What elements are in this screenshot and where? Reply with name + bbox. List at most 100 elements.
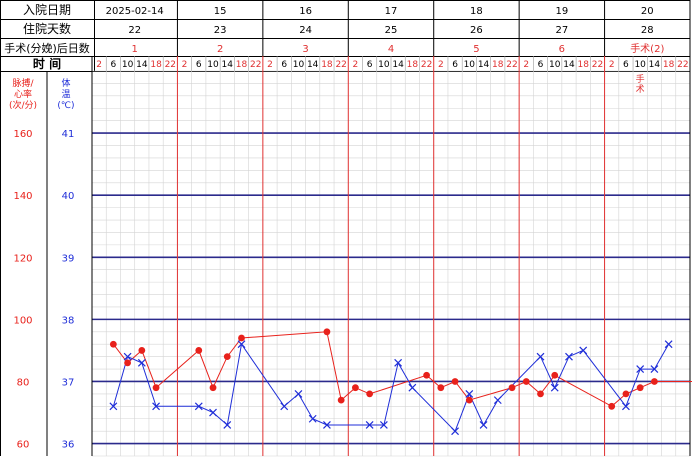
time-slot-label: 10 — [122, 60, 134, 70]
pulse-point — [551, 371, 559, 379]
time-slot-label: 6 — [452, 60, 458, 70]
pulse-point — [195, 347, 203, 354]
temp-tick-label: 39 — [62, 253, 75, 264]
temperature-point — [109, 402, 118, 411]
time-slot-label: 10 — [464, 60, 476, 70]
temperature-point — [209, 408, 217, 417]
temperature-point — [323, 421, 331, 429]
pulse-point — [465, 396, 473, 404]
time-slot-label: 14 — [563, 60, 575, 70]
time-slot-label: 14 — [222, 60, 234, 70]
pulse-tick-label: 60 — [17, 440, 30, 451]
pulse-point — [366, 390, 374, 398]
row-label-hospital-days: 住院天数 — [23, 21, 71, 36]
temperature-point — [137, 358, 146, 367]
temperature-point — [565, 352, 573, 361]
pulse-tick-label: 160 — [13, 129, 32, 140]
temperature-point — [237, 340, 246, 349]
time-slot-label: 22 — [421, 60, 432, 70]
time-slot-label: 22 — [165, 60, 176, 70]
temperature-point — [493, 396, 502, 405]
time-slot-label: 10 — [207, 60, 219, 70]
temperature-point — [451, 427, 459, 436]
temperature-point — [223, 421, 232, 429]
temperature-point — [308, 414, 317, 423]
temperature-point — [365, 421, 374, 429]
hospital-day-cell: 25 — [385, 25, 398, 36]
time-slot-label: 6 — [196, 60, 202, 70]
post-op-day-cell: 5 — [473, 44, 479, 55]
pulse-axis-title: 心率 — [14, 88, 32, 100]
time-slot-label: 22 — [677, 60, 688, 70]
time-slot-label: 18 — [492, 60, 504, 70]
hospital-day-cell: 24 — [299, 25, 312, 36]
pulse-point — [124, 359, 131, 367]
time-slot-label: 22 — [250, 60, 261, 70]
temperature-point — [408, 383, 417, 392]
date-cell: 18 — [470, 6, 483, 17]
row-label-admit-date: 入院日期 — [23, 3, 71, 17]
time-slot-label: 6 — [281, 60, 287, 70]
hospital-day-cell: 22 — [128, 25, 141, 36]
pulse-point — [238, 334, 245, 342]
time-slot-label: 2 — [353, 60, 359, 70]
date-cell: 15 — [214, 6, 227, 17]
hospital-day-cell: 26 — [470, 25, 483, 36]
hospital-day-cell: 27 — [555, 25, 568, 36]
post-op-day-cell: 3 — [302, 44, 308, 55]
time-slot-label: 18 — [321, 60, 333, 70]
pulse-tick-label: 80 — [17, 377, 30, 388]
temperature-point — [152, 402, 160, 411]
temp-axis-title: 体 — [61, 77, 70, 89]
date-cell: 19 — [555, 6, 568, 17]
date-cell: 2025-02-14 — [106, 6, 164, 17]
post-op-day-cell: 6 — [559, 44, 565, 55]
time-slot-label: 2 — [182, 60, 188, 70]
temperature-point — [664, 340, 673, 349]
surgery-annotation: 手 — [636, 73, 645, 85]
hospital-day-cell: 23 — [214, 25, 227, 36]
temp-axis-unit: (℃) — [57, 101, 74, 111]
temperature-point — [194, 402, 203, 411]
temperature-point — [479, 421, 488, 429]
pulse-point — [522, 378, 530, 385]
post-op-day-cell: 4 — [388, 44, 394, 55]
temp-tick-label: 37 — [62, 377, 75, 388]
time-slot-label: 18 — [236, 60, 248, 70]
temperature-point — [123, 352, 132, 361]
post-op-day-cell: 1 — [132, 44, 138, 55]
time-slot-label: 2 — [96, 60, 102, 70]
pulse-point — [152, 384, 160, 392]
temperature-point — [280, 402, 289, 411]
time-slot-label: 18 — [407, 60, 419, 70]
time-slot-label: 14 — [649, 60, 661, 70]
date-cell: 16 — [299, 6, 312, 17]
row-label-time: 时 间 — [33, 56, 61, 71]
temperature-series-line — [112, 342, 670, 433]
temperature-point — [294, 389, 303, 398]
pulse-point — [109, 340, 117, 348]
pulse-axis-unit: (次/分) — [9, 99, 37, 111]
temperature-point — [394, 358, 403, 367]
temperature-point — [636, 365, 645, 373]
pulse-point — [423, 371, 430, 379]
pulse-point — [352, 384, 359, 392]
time-slot-label: 6 — [367, 60, 373, 70]
time-slot-label: 6 — [538, 60, 544, 70]
pulse-point — [337, 396, 345, 404]
temperature-point — [579, 346, 588, 355]
time-slot-label: 10 — [549, 60, 561, 70]
temp-tick-label: 38 — [62, 315, 75, 326]
temp-tick-label: 41 — [62, 129, 75, 140]
pulse-point — [138, 347, 146, 354]
time-slot-label: 2 — [609, 60, 615, 70]
pulse-tick-label: 140 — [13, 191, 32, 202]
hospital-day-cell: 28 — [641, 25, 654, 36]
time-slot-label: 10 — [378, 60, 390, 70]
time-slot-label: 6 — [110, 60, 116, 70]
time-slot-label: 6 — [623, 60, 629, 70]
pulse-series-line — [113, 331, 692, 407]
time-slot-label: 22 — [592, 60, 603, 70]
temperature-point — [550, 383, 559, 392]
